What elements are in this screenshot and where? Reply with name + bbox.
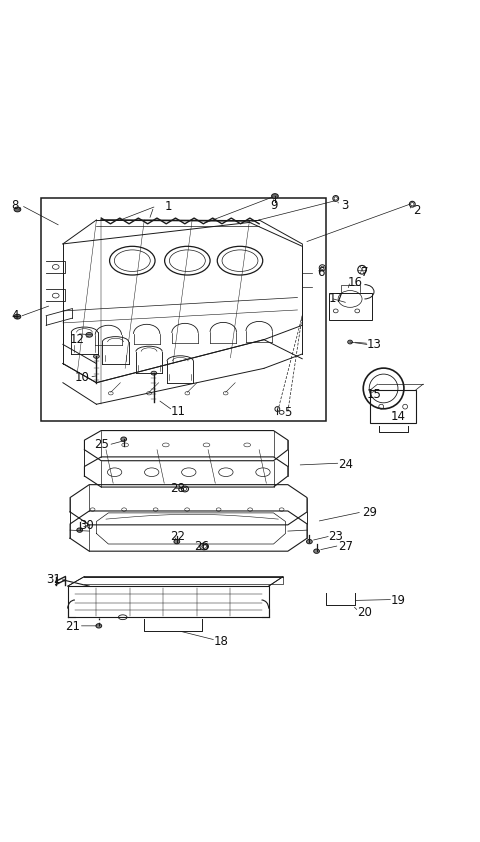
Text: 8: 8 xyxy=(12,199,19,212)
Ellipse shape xyxy=(121,437,127,441)
Text: 30: 30 xyxy=(80,519,94,532)
Ellipse shape xyxy=(14,207,21,212)
Text: 9: 9 xyxy=(270,199,277,212)
Text: 28: 28 xyxy=(170,482,185,495)
Ellipse shape xyxy=(77,528,83,532)
Text: 5: 5 xyxy=(284,406,291,418)
Text: 21: 21 xyxy=(65,621,80,633)
Text: 7: 7 xyxy=(360,266,368,280)
Text: 2: 2 xyxy=(413,204,421,217)
Text: 12: 12 xyxy=(70,333,85,346)
Ellipse shape xyxy=(314,549,320,553)
Text: 10: 10 xyxy=(74,371,89,385)
Ellipse shape xyxy=(307,540,312,544)
Text: 6: 6 xyxy=(318,266,325,280)
Text: 22: 22 xyxy=(170,530,185,543)
Ellipse shape xyxy=(151,371,157,375)
Ellipse shape xyxy=(96,624,102,628)
Ellipse shape xyxy=(174,540,180,544)
Text: 14: 14 xyxy=(390,410,406,423)
Text: 19: 19 xyxy=(390,594,406,607)
Text: 23: 23 xyxy=(328,530,343,543)
Bar xyxy=(371,390,416,424)
Text: 3: 3 xyxy=(342,199,349,212)
Text: 15: 15 xyxy=(367,388,382,401)
Text: 24: 24 xyxy=(338,457,353,471)
Ellipse shape xyxy=(272,194,278,199)
Text: 17: 17 xyxy=(328,292,343,306)
Bar xyxy=(41,199,326,421)
Text: 16: 16 xyxy=(348,275,362,289)
Text: 25: 25 xyxy=(94,439,108,451)
Text: 20: 20 xyxy=(357,606,372,619)
Ellipse shape xyxy=(348,340,352,344)
Text: 1: 1 xyxy=(165,200,172,213)
Text: 4: 4 xyxy=(12,309,19,322)
Ellipse shape xyxy=(14,314,21,319)
Text: 29: 29 xyxy=(362,506,377,520)
Text: 26: 26 xyxy=(194,540,209,553)
Text: 11: 11 xyxy=(170,405,185,418)
Bar xyxy=(328,293,372,319)
Ellipse shape xyxy=(94,354,99,359)
Text: 18: 18 xyxy=(214,635,228,647)
Text: 31: 31 xyxy=(46,573,61,586)
Text: 27: 27 xyxy=(338,540,353,553)
Ellipse shape xyxy=(86,333,93,338)
Text: 13: 13 xyxy=(367,338,382,351)
